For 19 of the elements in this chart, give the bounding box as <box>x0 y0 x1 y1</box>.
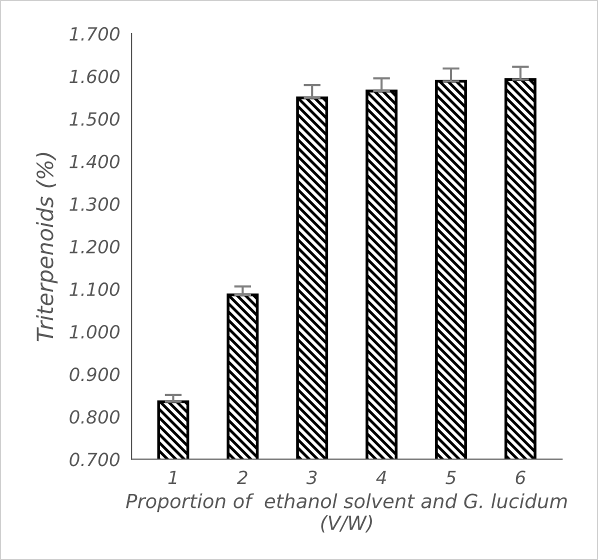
y-tick-label: 0.800 <box>70 410 120 424</box>
x-tick-label: 5 <box>446 470 456 484</box>
x-tick-label: 2 <box>237 470 248 484</box>
y-tick-label: 1.400 <box>70 154 120 168</box>
y-tick-label: 1.100 <box>70 282 120 296</box>
x-tick-label: 1 <box>168 470 176 484</box>
x-tick-label: 6 <box>516 470 526 484</box>
y-tick-label: 1.600 <box>70 70 120 84</box>
y-tick-label: 0.700 <box>70 452 120 466</box>
y-tick-label: 1.700 <box>70 27 120 41</box>
y-tick-label: 1.200 <box>70 240 120 254</box>
x-tick-label: 4 <box>376 470 386 484</box>
y-tick-label: 1.500 <box>70 112 120 126</box>
x-tick-label: 3 <box>306 470 317 484</box>
y-tick-label: 1.000 <box>70 324 120 339</box>
x-axis-title: Proportion of ethanol solvent and G. lucidum (V/W) <box>126 493 567 532</box>
y-tick-label: 1.300 <box>70 197 120 211</box>
y-axis-title: Triterpenoids (%) <box>36 152 58 342</box>
y-tick-label: 0.900 <box>70 368 120 382</box>
